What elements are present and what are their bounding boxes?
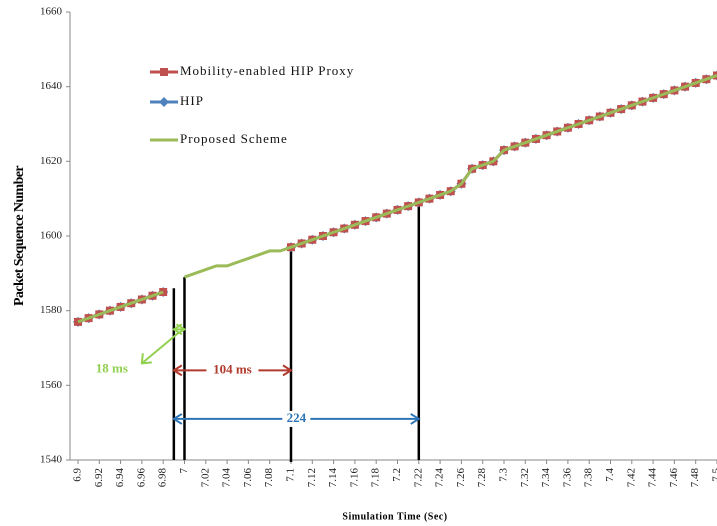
arrow-head (410, 413, 421, 425)
x-tick-label: 7 (178, 468, 190, 474)
y-tick-label: 1660 (40, 6, 63, 18)
x-tick-label: 7.46 (668, 468, 680, 488)
y-tick-label: 1600 (40, 230, 63, 242)
x-tick-label: 7.22 (412, 468, 424, 487)
annotation-label: 224 (287, 410, 307, 425)
y-tick-label: 1560 (40, 379, 63, 391)
x-tick-label: 7.04 (221, 468, 233, 488)
x-tick-label: 7.06 (242, 468, 254, 488)
x-tick-label: 7.44 (647, 468, 659, 488)
x-tick-label: 7.32 (519, 468, 531, 487)
x-tick-label: 7.12 (306, 468, 318, 487)
x-tick-label: 7.26 (455, 468, 467, 488)
legend-marker (160, 68, 168, 76)
arrow-head (140, 353, 152, 365)
x-tick-label: 7.08 (263, 468, 275, 488)
arrow-head (171, 413, 183, 425)
x-tick-label: 7.24 (434, 468, 446, 488)
x-tick-label: 7.16 (348, 468, 360, 488)
x-tick-label: 6.96 (135, 468, 147, 488)
x-tick-label: 7.02 (199, 468, 211, 487)
x-tick-label: 6.98 (157, 468, 169, 488)
y-tick-label: 1640 (40, 80, 63, 92)
annotation-pointer (141, 332, 179, 365)
legend-label: Mobility-enabled HIP Proxy (180, 63, 354, 78)
x-tick-label: 7.14 (327, 468, 339, 488)
annotation-label: 104 ms (213, 361, 252, 376)
x-tick-label: 7.5 (711, 468, 717, 482)
x-tick-label: 6.94 (114, 468, 126, 488)
legend-item: HIP (150, 93, 204, 108)
y-axis-label: Packet Sequence Number (12, 166, 27, 306)
x-tick-label: 7.1 (285, 468, 297, 482)
legend-marker (159, 97, 169, 107)
x-tick-label: 7.48 (689, 468, 701, 488)
x-tick-label: 7.2 (391, 468, 403, 482)
x-tick-label: 7.28 (476, 468, 488, 488)
arrow-head (171, 364, 183, 377)
x-tick-label: 7.38 (583, 468, 595, 488)
annotation-label: 18 ms (96, 360, 128, 375)
y-tick-label: 1580 (40, 304, 63, 316)
x-tick-label: 6.92 (93, 468, 105, 487)
x-axis-label: Simulation Time (Sec) (342, 511, 447, 522)
annotation-bg (282, 410, 311, 427)
legend-label: HIP (180, 93, 204, 108)
legend-label: Proposed Scheme (180, 131, 288, 146)
x-tick-label: 6.9 (72, 468, 84, 482)
series-line (77, 74, 717, 324)
x-tick-label: 7.4 (604, 468, 616, 482)
y-tick-label: 1540 (40, 454, 63, 466)
x-tick-label: 7.18 (370, 468, 382, 488)
x-tick-label: 7.34 (540, 468, 552, 488)
x-tick-label: 7.3 (498, 467, 510, 481)
arrow-head (175, 323, 187, 336)
legend-item: Proposed Scheme (150, 131, 288, 146)
x-tick-label: 7.36 (561, 468, 573, 488)
annotation-bg (206, 362, 259, 379)
legend-item: Mobility-enabled HIP Proxy (150, 63, 354, 78)
arrow-head (282, 364, 293, 377)
x-tick-label: 7.42 (625, 468, 637, 487)
y-tick-label: 1620 (40, 155, 63, 167)
